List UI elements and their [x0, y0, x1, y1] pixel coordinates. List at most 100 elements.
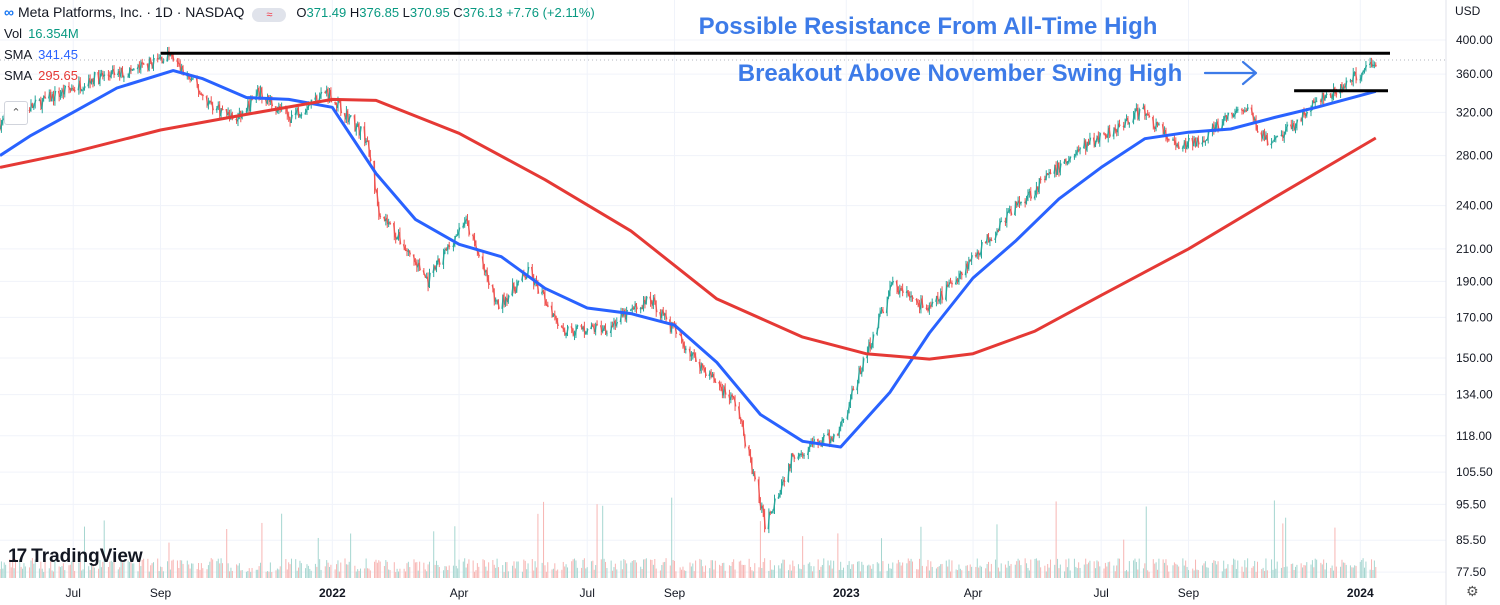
candle-body: [990, 238, 993, 242]
volume-bar: [320, 569, 322, 578]
volume-bar: [672, 559, 674, 578]
volume-bar: [612, 570, 614, 578]
volume-bar: [593, 569, 595, 578]
volume-bar: [582, 559, 584, 578]
candle-body: [463, 220, 466, 226]
volume-bar: [68, 565, 70, 578]
candle-body: [1, 118, 5, 122]
candle-body: [871, 334, 875, 346]
symbol-title[interactable]: Meta Platforms, Inc. · 1D · NASDAQ: [17, 4, 245, 20]
volume-bar: [675, 571, 677, 578]
volume-legend[interactable]: Vol 16.354M: [4, 23, 595, 44]
candle-body: [1184, 141, 1187, 150]
volume-bar: [633, 560, 635, 578]
volume-bar: [654, 558, 656, 578]
candle-body: [836, 433, 839, 437]
volume-bar: [989, 571, 991, 578]
volume-bar: [505, 562, 507, 578]
volume-bar: [710, 560, 712, 578]
candle-body: [911, 295, 914, 300]
volume-bar: [148, 571, 150, 578]
time-axis[interactable]: Jul Sep 2022 Apr Jul Sep 2023 Apr Jul Sep 2024: [66, 586, 1374, 600]
volume-bar: [2, 568, 4, 578]
volume-bar: [93, 567, 95, 578]
collapse-legend-button[interactable]: ⌃: [4, 101, 28, 125]
volume-bar: [1126, 569, 1128, 578]
volume-bar: [1264, 571, 1266, 578]
candle-body: [147, 57, 151, 71]
volume-bar: [661, 565, 663, 578]
candle-body: [1173, 139, 1176, 143]
volume-bar: [1265, 558, 1267, 578]
candle-body: [1037, 178, 1041, 193]
volume-bar: [103, 520, 105, 578]
volume-bar: [830, 560, 832, 578]
candle-body: [960, 271, 964, 276]
candle-body: [891, 280, 895, 285]
volume-bar: [769, 560, 771, 578]
currency-label[interactable]: USD: [1455, 4, 1481, 18]
tradingview-logo[interactable]: 17 TradingView: [8, 546, 143, 568]
volume-bar: [586, 567, 588, 578]
volume-bar: [1049, 559, 1051, 578]
volume-bar: [83, 526, 85, 578]
volume-bar: [92, 564, 94, 578]
sma-slow-legend[interactable]: SMA 295.65: [4, 65, 595, 86]
candle-body: [683, 343, 686, 350]
candle-body: [929, 304, 932, 308]
volume-bar: [719, 564, 721, 578]
candle-body: [750, 460, 754, 474]
candle-body: [287, 115, 290, 119]
volume-bar: [1314, 558, 1316, 578]
volume-bar: [171, 560, 173, 578]
candle-body: [915, 298, 918, 303]
volume-bar: [1349, 565, 1351, 578]
volume-bar: [1313, 567, 1315, 578]
volume-bar: [1300, 563, 1302, 578]
volume-bar: [286, 569, 288, 578]
candle-body: [1029, 191, 1033, 199]
volume-bar: [574, 558, 576, 578]
candle-body: [642, 299, 645, 310]
candle-body: [78, 80, 82, 91]
volume-bar: [888, 563, 890, 578]
volume-bar: [882, 561, 884, 578]
volume-bar: [79, 561, 81, 578]
time-tick-label: Jul: [580, 586, 595, 600]
candle-body: [1005, 211, 1009, 223]
volume-bar: [298, 567, 300, 578]
candle-body: [747, 446, 751, 454]
price-axis[interactable]: 400.00 360.00 320.00 280.00 240.00 210.00 190.…: [1456, 33, 1493, 579]
candle-body: [806, 447, 810, 456]
candle-body: [452, 244, 455, 248]
volume-bar: [9, 559, 11, 578]
compare-toggle[interactable]: ≈: [252, 7, 287, 22]
volume-bar: [309, 568, 311, 578]
sma-fast-legend[interactable]: SMA 341.45: [4, 44, 595, 65]
candle-body: [530, 266, 534, 278]
volume-bar: [151, 563, 153, 578]
candle-body: [994, 235, 997, 241]
candle-body: [780, 483, 783, 493]
volume-bar: [467, 563, 469, 578]
candle-body: [847, 403, 851, 411]
volume-bar: [71, 561, 73, 578]
symbol-row[interactable]: ∞ Meta Platforms, Inc. · 1D · NASDAQ ≈ O…: [4, 2, 595, 23]
volume-bar: [227, 563, 229, 578]
volume-bar: [1099, 566, 1101, 578]
volume-bar: [1175, 563, 1177, 578]
candle-body: [1202, 140, 1206, 143]
candle-body: [849, 396, 852, 404]
volume-bar: [72, 561, 74, 578]
candle-body: [447, 244, 451, 248]
volume-bar: [268, 571, 270, 578]
levels-layer: [0, 51, 1446, 93]
volume-bar: [833, 560, 835, 578]
volume-bar: [800, 569, 802, 578]
candle-body: [211, 103, 214, 111]
volume-bar: [50, 561, 52, 578]
candle-body: [878, 311, 882, 316]
gear-icon[interactable]: ⚙: [1466, 583, 1479, 599]
volume-bar: [564, 566, 566, 578]
